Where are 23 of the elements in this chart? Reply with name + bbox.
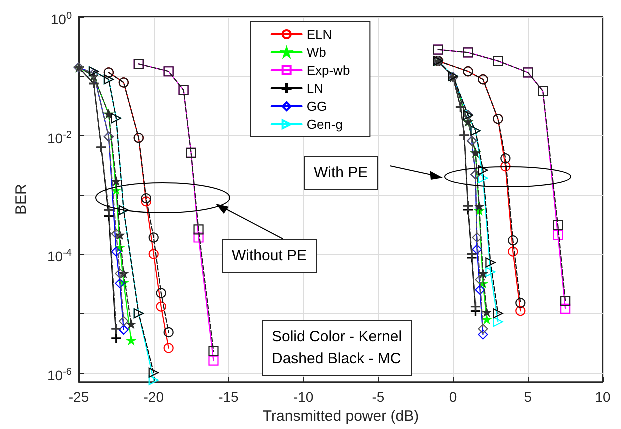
legend-label: GG	[306, 99, 328, 114]
legend-label: LN	[306, 81, 324, 96]
y-tick-label: 10$^{-4}$	[48, 247, 72, 266]
legend-label: Exp-wb	[306, 63, 350, 78]
x-tick-label: -5	[372, 389, 385, 406]
x-tick-label: -15	[218, 389, 240, 406]
annotation: Solid Color - Kernel Dashed Black - MC	[272, 328, 402, 368]
y-tick-label: 10$^{-2}$	[48, 128, 72, 148]
x-tick-label: -25	[68, 389, 90, 406]
annotation: With PE	[314, 164, 368, 182]
annotation: Without PE	[232, 248, 308, 264]
x-axis-title: Transmitted power (dB)	[262, 408, 420, 425]
x-tick-label: 0	[449, 389, 458, 406]
legend-label: Wb	[306, 45, 326, 60]
x-tick-label: -20	[144, 389, 164, 406]
legend-label: ELN	[306, 27, 332, 42]
x-tick-label: 5	[524, 389, 532, 406]
legend-label: Gen-g	[306, 117, 343, 132]
y-tick-label: 10$^{0}$	[50, 10, 72, 29]
y-axis-title: BER	[13, 184, 30, 215]
x-tick-label: 10	[595, 389, 611, 406]
y-tick-label: 10$^{-6}$	[48, 366, 72, 385]
x-tick-label: -10	[293, 389, 314, 406]
